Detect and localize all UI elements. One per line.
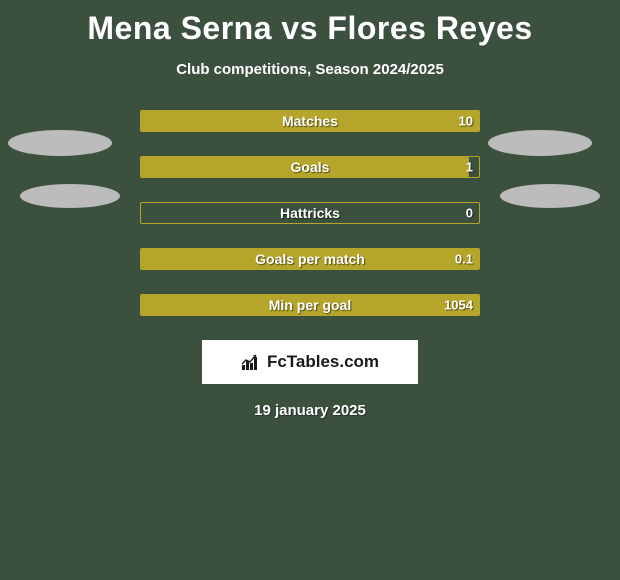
logo-text: FcTables.com: [267, 352, 379, 372]
stat-label: Min per goal: [269, 297, 351, 313]
comparison-stage: Matches 10 Goals 1 Hattricks 0 Goals per match…: [0, 110, 620, 316]
stat-label: Goals per match: [255, 251, 365, 267]
snapshot-date: 19 january 2025: [0, 402, 620, 419]
stat-row: Matches 10: [140, 110, 480, 132]
stat-value: 1054: [444, 298, 473, 313]
player-ellipse-right: [488, 130, 592, 156]
fctables-logo: FcTables.com: [202, 340, 418, 384]
stat-value: 0.1: [455, 252, 473, 267]
player-ellipse-left: [20, 184, 120, 208]
stat-row: Min per goal 1054: [140, 294, 480, 316]
stat-value: 0: [466, 206, 473, 221]
stat-label: Matches: [282, 113, 338, 129]
player-ellipse-left: [8, 130, 112, 156]
stat-bars: Matches 10 Goals 1 Hattricks 0 Goals per match…: [140, 110, 480, 316]
bar-chart-icon: [241, 353, 263, 371]
page-title: Mena Serna vs Flores Reyes: [0, 0, 620, 47]
stat-label: Goals: [291, 159, 330, 175]
stat-label: Hattricks: [280, 205, 340, 221]
stat-value: 1: [466, 160, 473, 175]
stat-value: 10: [459, 114, 473, 129]
stat-row: Hattricks 0: [140, 202, 480, 224]
player-ellipse-right: [500, 184, 600, 208]
stat-row: Goals 1: [140, 156, 480, 178]
stat-row: Goals per match 0.1: [140, 248, 480, 270]
page-subtitle: Club competitions, Season 2024/2025: [0, 61, 620, 78]
